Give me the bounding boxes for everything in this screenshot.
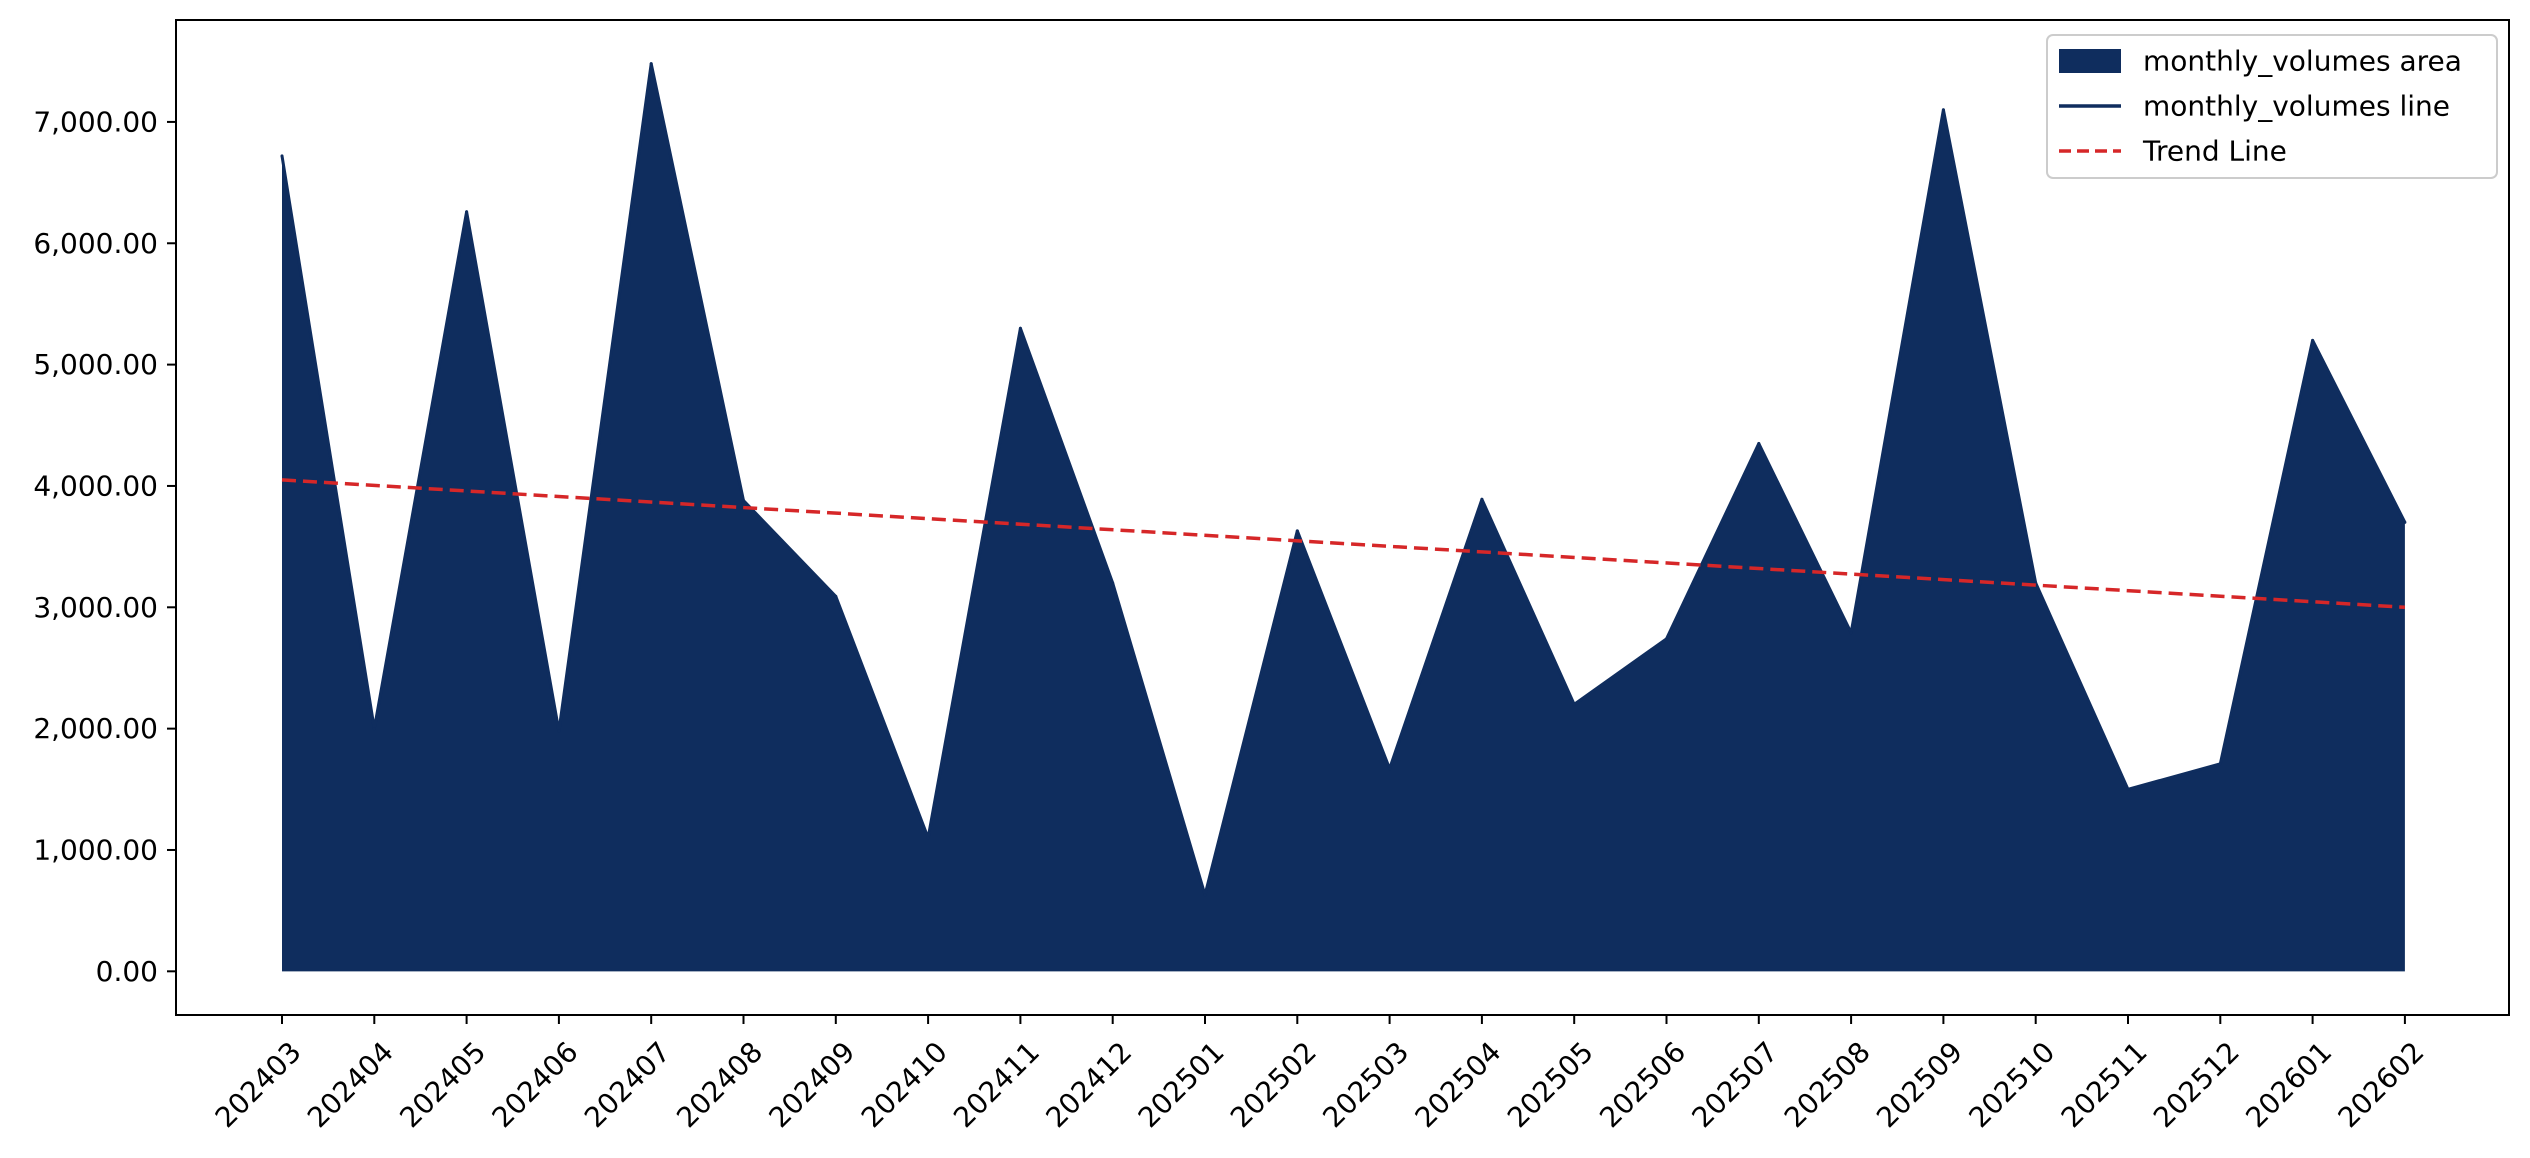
y-tick-label: 3,000.00	[33, 591, 158, 624]
data-point-202601	[2311, 338, 2315, 342]
legend-label-area: monthly_volumes area	[2143, 45, 2462, 78]
plot-area	[280, 62, 2407, 972]
data-point-202411	[1018, 326, 1022, 330]
data-point-202409	[834, 594, 838, 598]
legend-label-trend: Trend Line	[2142, 135, 2287, 168]
data-point-202602	[2403, 520, 2407, 524]
data-point-202405	[465, 210, 469, 214]
data-point-202410	[926, 836, 930, 840]
y-tick-label: 6,000.00	[33, 227, 158, 260]
data-point-202503	[1388, 767, 1392, 771]
legend-label-line: monthly_volumes line	[2143, 90, 2450, 123]
line-series	[280, 62, 2407, 897]
y-tick-label: 7,000.00	[33, 105, 158, 138]
data-point-202412	[1111, 581, 1115, 585]
data-point-202505	[1572, 702, 1576, 706]
legend-swatch-area	[2059, 49, 2121, 73]
data-point-202408	[742, 499, 745, 503]
y-tick-label: 5,000.00	[33, 348, 158, 381]
data-point-202407	[649, 62, 653, 66]
data-point-202509	[1941, 108, 1945, 112]
legend: monthly_volumes area monthly_volumes lin…	[2046, 34, 2498, 179]
data-point-202507	[1757, 441, 1761, 445]
data-point-202403	[280, 154, 284, 158]
data-point-202404	[372, 727, 376, 731]
data-point-202508	[1849, 631, 1853, 635]
data-point-202511	[2126, 787, 2130, 791]
y-tick-label: 1,000.00	[33, 833, 158, 866]
y-tick-label: 4,000.00	[33, 469, 158, 502]
data-point-202406	[557, 729, 561, 733]
data-point-202504	[1480, 497, 1484, 501]
y-axis: 0.00 1,000.00 2,000.00 3,000.00 4,000.00 5,00…	[33, 105, 176, 988]
y-tick-label: 0.00	[96, 955, 158, 988]
data-point-202506	[1665, 637, 1668, 641]
plot-frame	[175, 19, 2510, 1016]
area-series-fill	[282, 63, 2405, 972]
data-point-202512	[2218, 762, 2222, 766]
data-point-202502	[1295, 529, 1299, 533]
y-tick-label: 2,000.00	[33, 712, 158, 745]
trend-line	[281, 478, 2406, 610]
data-point-202501	[1203, 893, 1207, 897]
legend-box	[2046, 34, 2498, 179]
